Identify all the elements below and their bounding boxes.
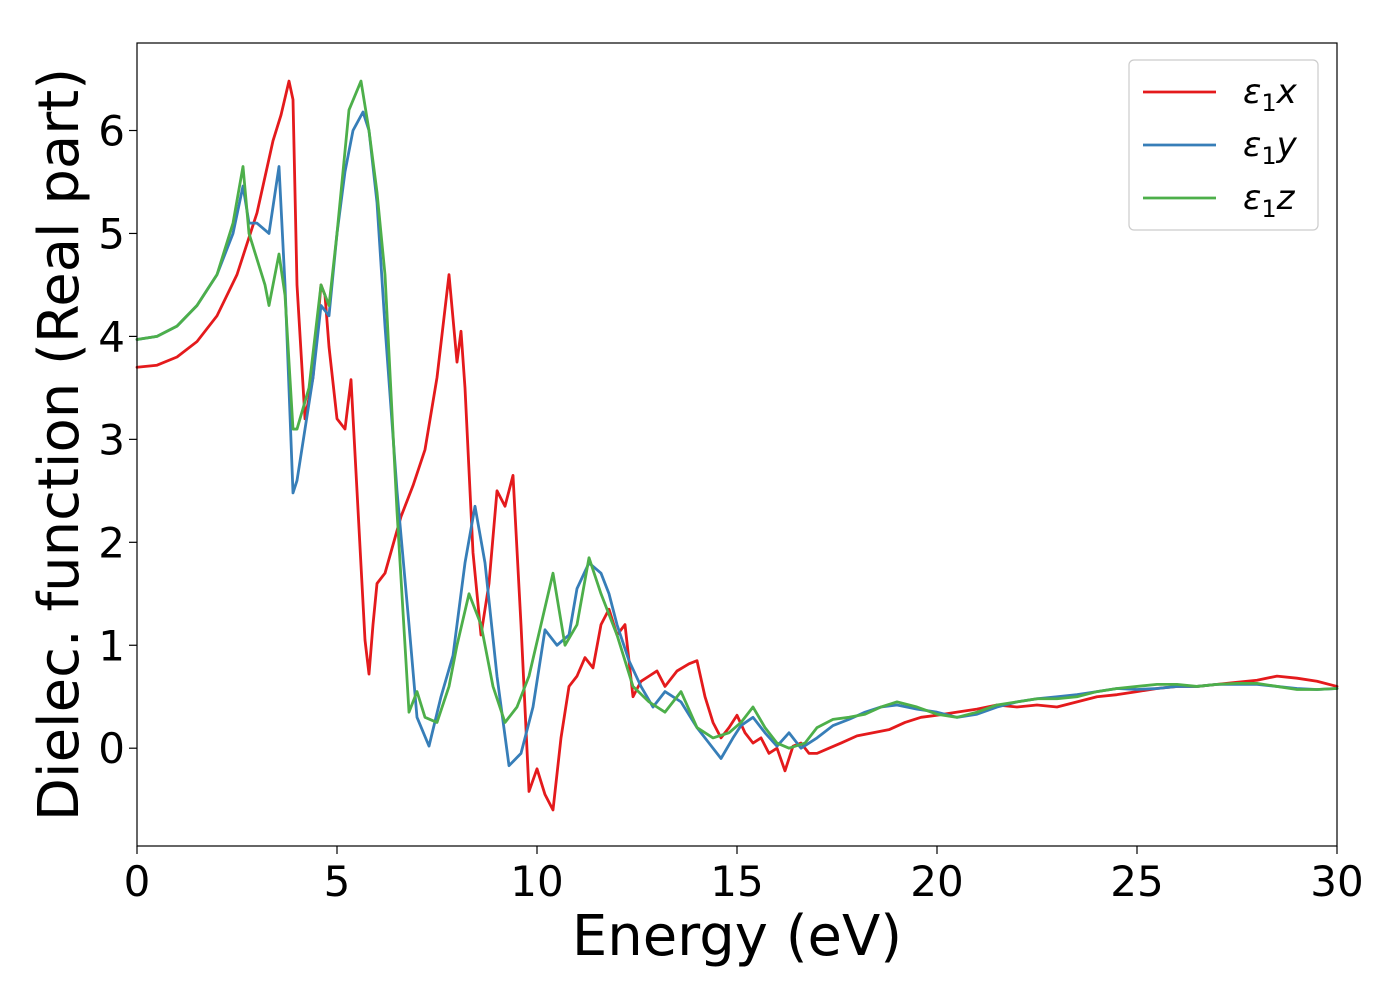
- legend-label-z: ε1z: [1243, 178, 1296, 223]
- x-tick-label: 20: [910, 857, 963, 906]
- y-tick-label: 1: [98, 621, 125, 670]
- x-axis-label: Energy (eV): [572, 904, 902, 969]
- legend-label-y: ε1y: [1243, 125, 1298, 170]
- series-layer: [135, 79, 1339, 812]
- legend-label-x: ε1x: [1243, 72, 1298, 117]
- x-tick-label: 15: [710, 857, 763, 906]
- legend-box: [1128, 59, 1319, 231]
- y-tick-label: 6: [98, 107, 125, 156]
- y-tick-label: 0: [98, 724, 125, 773]
- legend: ε1x ε1y ε1z: [1128, 59, 1319, 231]
- y-tick-label: 4: [98, 312, 125, 361]
- x-tick-label: 25: [1110, 857, 1163, 906]
- y-tick-label: 2: [98, 518, 125, 567]
- y-axis: 0 1 2 3 4 5 6: [98, 107, 137, 773]
- series-line-z: [135, 79, 1339, 750]
- x-tick-label: 5: [324, 857, 351, 906]
- x-tick-label: 0: [124, 857, 151, 906]
- x-tick-label: 30: [1310, 857, 1363, 906]
- y-tick-label: 5: [98, 209, 125, 258]
- y-axis-label: Dielec. function (Real part): [27, 68, 92, 821]
- x-tick-label: 10: [510, 857, 563, 906]
- legend-items: ε1x ε1y ε1z: [1143, 72, 1298, 223]
- y-tick-label: 3: [98, 415, 125, 464]
- x-axis: 0 5 10 15 20 25 30: [124, 846, 1364, 906]
